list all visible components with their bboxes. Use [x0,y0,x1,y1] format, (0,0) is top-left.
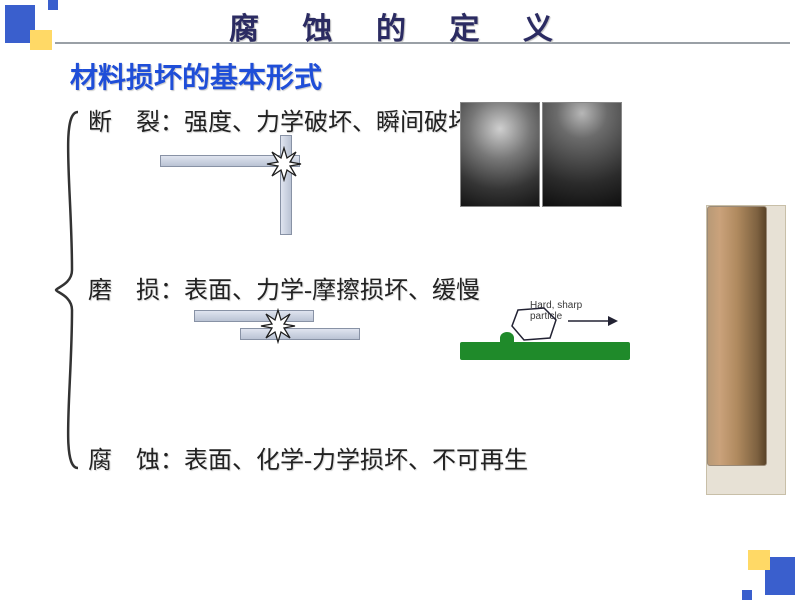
wear-beam-top [194,310,314,322]
brace-icon [52,110,82,470]
wear-beam-bottom [240,328,360,340]
bullet-fracture: 断 裂：强度、力学破坏、瞬间破坏 [88,102,472,137]
corroded-rod-photo [707,206,767,466]
slide-title: 腐 蚀 的 定 义 [0,4,800,48]
slide-subtitle: 材料损坏的基本形式 [70,56,322,96]
arrow-right-icon [568,314,618,328]
corroded-rod-photo-frame [706,205,786,495]
fracture-photo-right [542,102,622,207]
bullet-wear: 磨 损：表面、力学-摩擦损坏、缓慢 [88,270,480,305]
abrasion-schematic: Hard, sharp particle [460,300,630,360]
bullet-corrosion: 腐 蚀：表面、化学-力学损坏、不可再生 [88,440,528,475]
fracture-beam-horizontal [160,155,300,167]
fracture-beam-vertical [280,135,292,235]
fracture-photo-left [460,102,540,207]
abrasion-particle-icon [510,306,560,346]
